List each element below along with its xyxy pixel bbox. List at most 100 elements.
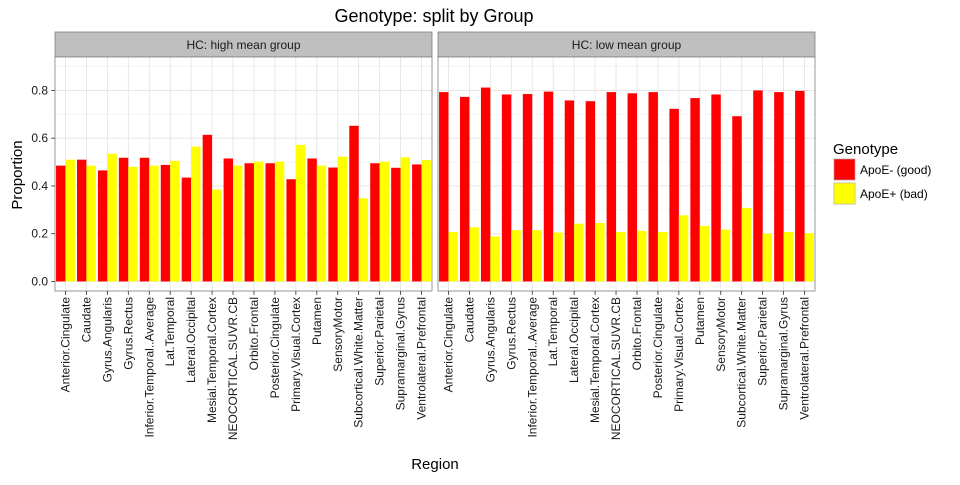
bar-apoe-pos [804,233,814,282]
bar-apoe-neg [753,90,763,282]
bar-apoe-neg [606,92,617,282]
x-tick-label: Subcortical.White.Matter [352,297,366,428]
bar-apoe-neg [56,165,66,282]
bar-apoe-neg [480,87,491,282]
bar-apoe-neg [181,177,192,282]
bar-apoe-pos [86,165,96,282]
bar-apoe-pos [191,146,201,282]
bar-apoe-neg [139,157,150,282]
x-tick-label: Caudate [79,297,93,343]
bar-apoe-neg [307,158,317,282]
x-tick-label: SensoryMotor [714,297,728,372]
bar-apoe-pos [128,166,138,282]
x-tick-label: Lateral.Occipital [567,297,581,383]
bar-apoe-neg [349,125,359,282]
bar-apoe-pos [379,161,390,282]
panel-2: HC: low mean group Anterior.Cingulate Caud… [437,31,816,440]
bar-apoe-neg [732,116,742,282]
bar-apoe-pos [233,165,243,282]
legend-swatch [833,158,856,181]
x-tick-label: Posterior.Cingulate [268,297,282,399]
y-tick-label: 0.6 [31,131,48,145]
bar-apoe-pos [532,230,542,282]
panel-border [437,56,816,292]
bar-apoe-pos [448,232,458,282]
bar-apoe-neg [118,157,129,282]
x-tick-label: Subcortical.White.Matter [735,297,749,428]
x-tick-label: Lateral.Occipital [184,297,198,383]
bar-apoe-pos [741,207,752,282]
bar-apoe-neg [522,94,533,282]
bar-apoe-pos [762,233,773,282]
x-tick-label: SensoryMotor [331,297,345,372]
y-tick-label: 0.0 [31,274,48,288]
x-tick-label: Lat.Temporal [163,297,177,366]
bar-apoe-pos [636,230,647,282]
bar-apoe-neg [160,164,171,282]
x-tick-label: Primary.Visual.Cortex [289,297,303,412]
bar-apoe-neg [391,167,401,282]
x-tick-label: Caudate [462,297,476,343]
bar-apoe-neg [370,163,380,282]
bar-apoe-pos [253,161,264,282]
bar-apoe-pos [65,159,75,282]
bar-apoe-neg [328,167,338,282]
bar-apoe-neg [543,91,554,282]
x-tick-label: Gyrus.Rectus [121,297,135,370]
x-tick-label: Supramarginal.Gyrus [777,297,791,410]
x-tick-label: Lat.Temporal [546,297,560,366]
bar-apoe-pos [149,165,159,282]
bar-apoe-neg [223,158,234,282]
bar-apoe-neg [774,92,784,282]
x-tick-label: Inferior.Temporal..Average [142,297,156,438]
bar-apoe-pos [678,215,689,282]
bar-apoe-neg [412,164,422,282]
panel-strip [437,31,816,58]
y-tick-label: 0.4 [31,179,48,193]
bar-apoe-pos [400,157,411,282]
bar-apoe-pos [469,227,479,282]
x-tick-label: Orbito.Frontal [247,297,261,370]
bar-apoe-pos [720,229,731,282]
y-tick-label: 0.2 [31,227,48,241]
bar-apoe-neg [648,92,658,282]
chart-title: Genotype: split by Group [334,6,533,26]
x-tick-label: Gyrus.Angularis [100,297,114,382]
x-tick-label: Supramarginal.Gyrus [394,297,408,410]
bar-apoe-neg [97,170,108,282]
bar-apoe-pos [107,153,117,282]
legend-label: ApoE+ (bad) [860,187,928,201]
bar-apoe-neg [459,96,470,282]
x-tick-label: Gyrus.Rectus [504,297,518,370]
bar-apoe-neg [244,163,254,282]
x-tick-label: Posterior.Cingulate [651,297,665,399]
x-tick-label: Anterior.Cingulate [441,297,455,393]
bar-apoe-pos [490,236,500,282]
x-tick-label: Superior.Parietal [373,297,387,386]
bar-apoe-neg [690,98,700,282]
bar-apoe-pos [358,198,369,282]
x-tick-label: Putamen [310,297,324,345]
legend: Genotype ApoE- (good) ApoE+ (bad) [833,141,931,205]
x-tick-label: Inferior.Temporal..Average [525,297,539,438]
x-tick-label: Ventrolateral.Prefrontal [415,297,429,420]
bar-apoe-neg [265,163,275,282]
legend-label: ApoE- (good) [860,163,931,177]
x-tick-label: Orbito.Frontal [630,297,644,370]
x-tick-label: NEOCORTICAL.SUVR.CB [609,297,623,440]
x-tick-label: Primary.Visual.Cortex [672,297,686,412]
plot-background [438,57,815,291]
bar-apoe-neg [439,92,449,282]
panel-1: HC: high mean group Anterior.Cingulate Cau… [54,31,433,440]
legend-title: Genotype [833,141,898,158]
panel-strip [54,31,433,58]
bar-apoe-pos [421,160,431,282]
bar-apoe-pos [511,230,521,282]
bar-apoe-pos [595,222,605,282]
bar-apoe-pos [699,226,710,282]
bar-apoe-neg [585,101,596,282]
x-tick-label: Gyrus.Angularis [483,297,497,382]
bar-apoe-pos [657,232,668,282]
panel-strip-label: HC: low mean group [572,38,682,52]
